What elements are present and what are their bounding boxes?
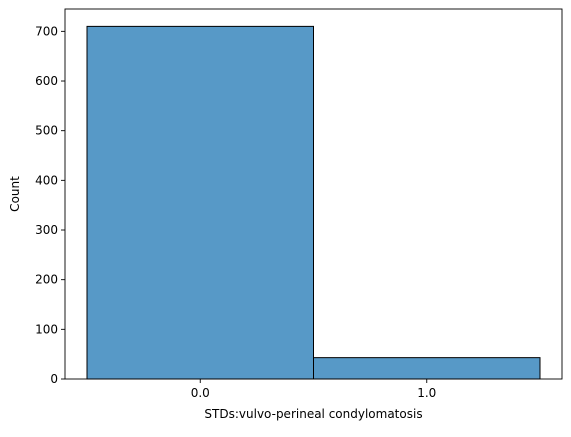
bar-0.0 [86, 25, 314, 380]
y-tick-label: 500 [35, 124, 58, 138]
ticks-layer: 0 100 200 300 400 500 600 700 0.0 1.0 [35, 24, 436, 400]
bars-layer [86, 25, 541, 380]
bar-1.0 [313, 357, 541, 380]
x-axis-label: STDs:vulvo-perineal condylomatosis [204, 407, 422, 421]
y-tick-label: 300 [35, 223, 58, 237]
y-axis-label: Count [8, 176, 22, 212]
axes-frame [64, 8, 563, 380]
axes-layer [64, 8, 563, 380]
y-tick-label: 600 [35, 74, 58, 88]
y-tick-label: 400 [35, 173, 58, 187]
y-tick-label: 200 [35, 273, 58, 287]
y-tick-label: 700 [35, 24, 58, 38]
y-tick-label: 100 [35, 322, 58, 336]
x-tick-label: 0.0 [191, 386, 210, 400]
y-tick-label: 0 [50, 372, 58, 386]
x-tick-label: 1.0 [417, 386, 436, 400]
